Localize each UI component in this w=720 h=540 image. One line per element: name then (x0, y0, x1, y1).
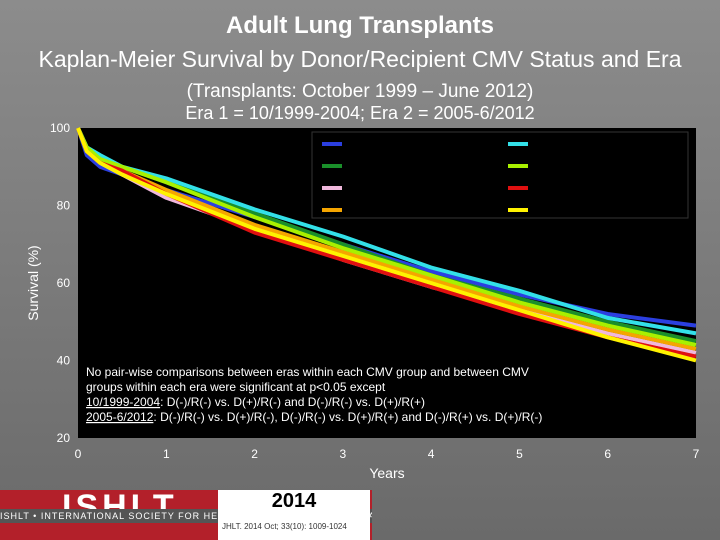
x-tick-label: 4 (428, 447, 435, 461)
y-axis: 20 40 60 80 100 (50, 121, 70, 445)
y-tick-label: 80 (57, 199, 71, 213)
annotation-era1-label: 10/1999-2004 (86, 395, 160, 409)
series-lines (76, 127, 697, 363)
y-tick-label: 20 (57, 431, 71, 445)
x-tick-label: 1 (163, 447, 170, 461)
annotation-line-2: groups within each era were significant … (86, 380, 386, 394)
annotation-line-1: No pair-wise comparisons between eras wi… (86, 365, 529, 379)
annotation-line-3: 10/1999-2004: D(-)/R(-) vs. D(+)/R(-) an… (86, 395, 425, 409)
y-tick-label: 60 (57, 276, 71, 290)
x-tick-label: 7 (693, 447, 700, 461)
legend-box (311, 131, 689, 219)
y-tick-label: 40 (57, 354, 71, 368)
y-tick-label: 100 (50, 121, 70, 135)
annotation-era2-label: 2005-6/2012 (86, 410, 154, 424)
subtitle-paren: (Transplants: October 1999 – June 2012) (186, 81, 534, 102)
page-title: Adult Lung Transplants (226, 12, 494, 39)
x-tick-label: 3 (340, 447, 347, 461)
subtitle-main: Kaplan-Meier Survival by Donor/Recipient… (38, 46, 682, 72)
report-year: 2014 (271, 490, 317, 512)
x-tick-label: 5 (516, 447, 523, 461)
era-note: Era 1 = 10/1999-2004; Era 2 = 2005-6/201… (185, 103, 535, 123)
x-axis: 0 1 2 3 4 5 6 7 (75, 447, 700, 461)
annotation-era2-text: : D(-)/R(-) vs. D(+)/R(-), D(-)/R(-) vs.… (153, 410, 542, 424)
x-axis-label: Years (369, 465, 404, 481)
annotation-era1-text: : D(-)/R(-) vs. D(+)/R(-) and D(-)/R(-) … (160, 395, 425, 409)
x-tick-label: 2 (251, 447, 258, 461)
series-line-6 (76, 127, 697, 347)
y-axis-label: Survival (%) (25, 245, 41, 320)
series-line-8 (76, 127, 697, 363)
year-box (218, 490, 370, 540)
legend (311, 131, 689, 219)
annotation: No pair-wise comparisons between eras wi… (86, 365, 542, 424)
chart-subtitle: Kaplan-Meier Survival by Donor/Recipient… (0, 44, 720, 107)
x-tick-label: 6 (604, 447, 611, 461)
annotation-line-4: 2005-6/2012: D(-)/R(-) vs. D(+)/R(-), D(… (86, 410, 542, 424)
citation: JHLT. 2014 Oct; 33(10): 1009-1024 (222, 522, 347, 531)
x-tick-label: 0 (75, 447, 82, 461)
